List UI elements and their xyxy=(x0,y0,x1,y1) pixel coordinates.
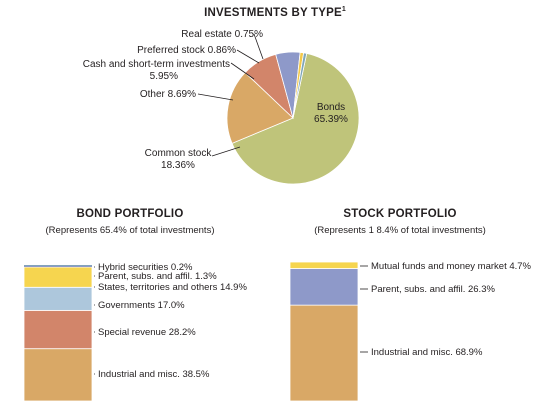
bond-segment-states-territories-and-others xyxy=(23,266,93,288)
bond-segment-parent-subs-and-affil xyxy=(24,265,92,268)
pie-label-preferred-stock-both: Preferred stock 0.86% xyxy=(137,45,236,56)
pie-leader-other xyxy=(197,93,234,101)
bond-segment-hybrid-securities xyxy=(24,265,92,266)
stock-segment-parent-subs-and-affil xyxy=(289,268,359,306)
stock-portfolio-subtitle: (Represents 1 8.4% of total investments) xyxy=(314,225,486,236)
pie-leader-preferred-stock xyxy=(236,49,260,64)
pie-label-bonds-name: Bonds xyxy=(317,102,345,113)
bond-label-industrial-and-misc: Industrial and misc. 38.5% xyxy=(98,369,210,380)
stock-label-industrial-and-misc: Industrial and misc. 68.9% xyxy=(371,347,483,358)
pie-chart-title: INVESTMENTS BY TYPE1 xyxy=(175,6,375,19)
pie-slice-bonds xyxy=(231,52,360,185)
bond-label-hybrid-securities: Hybrid securities 0.2% xyxy=(98,262,193,273)
bond-portfolio-subtitle: (Represents 65.4% of total investments) xyxy=(45,225,215,236)
pie-leader-real-estate xyxy=(253,33,264,60)
pie-label-other-both: Other 8.69% xyxy=(140,89,196,100)
pie-label-cash-and-short-term-investments-name: Cash and short-term investments xyxy=(83,59,230,70)
stock-label-parent-subs-and-affil: Parent, subs. and affil. 26.3% xyxy=(371,284,495,295)
stock-portfolio-title: STOCK PORTFOLIO xyxy=(343,208,457,220)
pie-slice-common-stock xyxy=(226,72,294,144)
pie-title-text: INVESTMENTS BY TYPE xyxy=(204,6,342,19)
pie-label-bonds-val: 65.39% xyxy=(314,114,348,125)
bond-label-states-territories-and-others: States, territories and others 14.9% xyxy=(98,282,247,293)
pie-title-footnote: 1 xyxy=(341,6,346,13)
stock-segment-industrial-and-misc xyxy=(289,304,359,402)
pie-leader-common-stock xyxy=(211,146,241,157)
stock-label-mutual-funds-and-money-market: Mutual funds and money market 4.7% xyxy=(371,261,532,272)
bond-label-governments: Governments 17.0% xyxy=(98,300,185,311)
pie-label-real-estate-both: Real estate 0.75% xyxy=(181,29,263,40)
bond-segment-governments xyxy=(23,286,93,311)
pie-label-cash-and-short-term-investments-val: 5.95% xyxy=(150,71,178,82)
pie-slice-real-estate xyxy=(292,52,308,119)
bond-label-special-revenue: Special revenue 28.2% xyxy=(98,327,196,338)
bond-segment-special-revenue xyxy=(23,309,93,350)
stock-segment-mutual-funds-and-money-market xyxy=(289,261,359,269)
bond-portfolio-title: BOND PORTFOLIO xyxy=(76,208,184,220)
bond-label-parent-subs-and-affil: Parent, subs. and affil. 1.3% xyxy=(98,271,217,282)
pie-leader-cash-and-short-term-investments xyxy=(230,62,255,80)
pie-label-common-stock-val: 18.36% xyxy=(161,160,195,171)
bond-segment-industrial-and-misc xyxy=(23,348,93,402)
pie-label-common-stock-name: Common stock xyxy=(145,148,213,159)
